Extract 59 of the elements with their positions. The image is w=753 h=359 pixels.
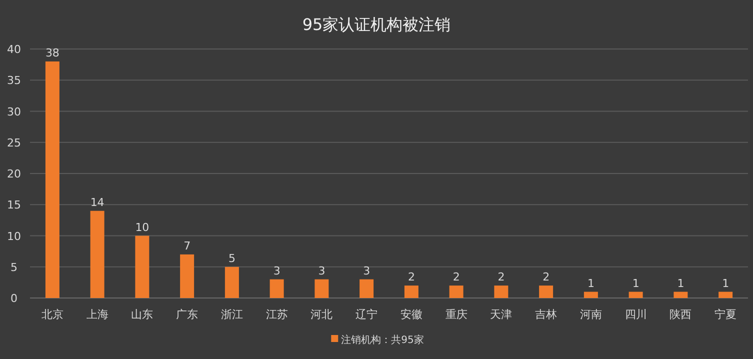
data-label: 3	[363, 264, 370, 278]
x-tick-label: 吉林	[535, 308, 558, 321]
data-label: 1	[587, 276, 594, 290]
bar	[135, 236, 150, 298]
x-tick-label: 江苏	[266, 308, 288, 321]
data-label: 2	[452, 270, 460, 284]
bar	[45, 61, 60, 298]
y-tick-label: 15	[7, 198, 21, 212]
x-tick-label: 重庆	[445, 308, 468, 321]
data-label: 5	[228, 252, 236, 265]
y-tick-label: 30	[7, 105, 21, 118]
bar	[180, 254, 194, 298]
data-label: 1	[722, 276, 730, 290]
x-tick-label: 安徽	[400, 308, 422, 321]
bar	[360, 279, 374, 298]
data-label: 7	[184, 239, 191, 252]
bar	[674, 292, 688, 298]
x-tick-label: 河北	[310, 308, 333, 321]
bar	[494, 286, 508, 298]
y-tick-label: 20	[7, 168, 21, 180]
data-label: 38	[45, 46, 60, 60]
y-tick-label: 25	[7, 136, 21, 150]
bar	[314, 279, 329, 298]
bar	[718, 292, 733, 298]
x-tick-label: 北京	[41, 308, 64, 321]
y-tick-label: 10	[7, 230, 21, 243]
x-tick-label: 辽宁	[356, 308, 378, 321]
x-tick-label: 宁夏	[714, 308, 737, 321]
bar	[449, 286, 464, 298]
data-label: 1	[677, 276, 684, 290]
data-label: 3	[318, 264, 326, 278]
x-tick-label: 陕西	[670, 308, 692, 321]
y-tick-label: 35	[7, 74, 21, 88]
data-label: 3	[273, 264, 280, 278]
data-label: 14	[90, 196, 104, 209]
y-tick-label: 40	[7, 43, 21, 56]
bar	[404, 286, 418, 298]
bar	[224, 266, 239, 298]
x-tick-label: 天津	[490, 308, 512, 321]
legend-label: 注销机构：共95家	[341, 334, 424, 346]
y-tick-label: 0	[10, 292, 18, 305]
data-label: 10	[135, 220, 150, 234]
x-tick-label: 河南	[580, 308, 602, 321]
y-tick-label: 5	[10, 260, 18, 274]
data-label: 1	[632, 276, 640, 290]
x-tick-label: 四川	[624, 308, 647, 321]
x-tick-label: 广东	[176, 308, 198, 321]
bar	[270, 279, 284, 298]
chart-title: 95家认证机构被注销	[302, 15, 451, 34]
bar	[584, 292, 598, 298]
x-tick-label: 山东	[131, 308, 154, 321]
x-tick-label: 浙江	[220, 308, 243, 321]
bar	[90, 210, 104, 298]
data-label: 2	[408, 270, 415, 284]
bar	[539, 286, 554, 298]
data-label: 2	[498, 270, 505, 284]
data-label: 2	[542, 270, 550, 284]
bar	[628, 292, 643, 298]
x-tick-label: 上海	[86, 308, 108, 321]
